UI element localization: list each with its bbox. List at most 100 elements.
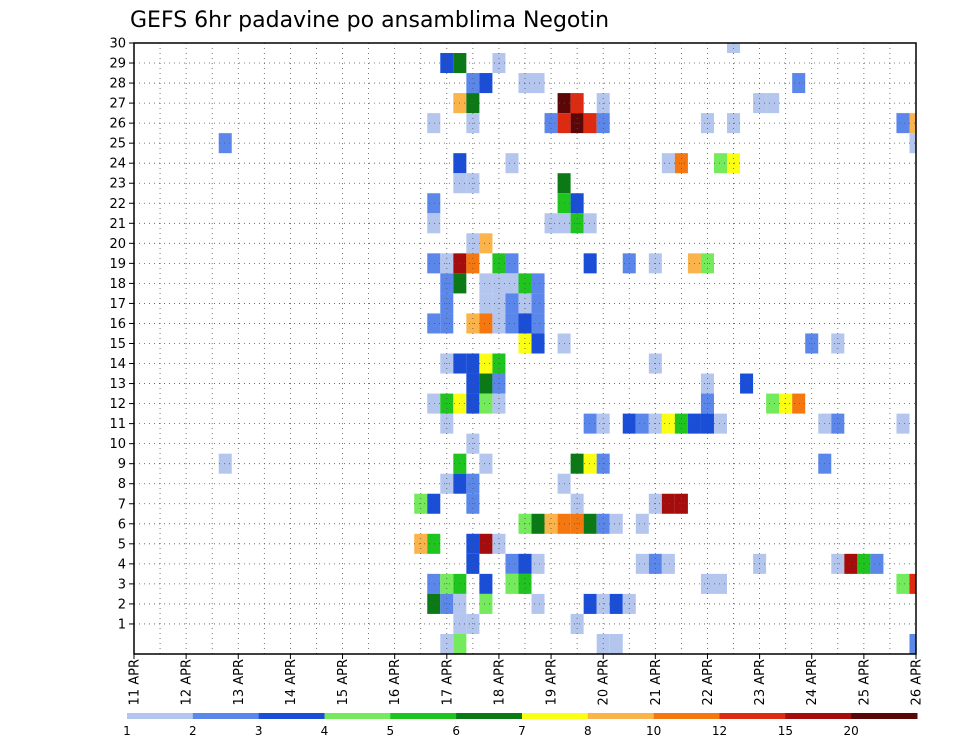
x-tick-label: 14 APR: [284, 659, 299, 705]
legend-label: 7: [518, 724, 526, 738]
legend-swatch: [719, 713, 786, 719]
chart-title: GEFS 6hr padavine po ansamblima Negotin: [130, 8, 609, 33]
legend-label: 10: [646, 724, 661, 738]
precip-cell: [583, 253, 597, 274]
y-tick-label: 12: [109, 397, 126, 412]
precip-cell: [479, 313, 493, 334]
precip-cell: [505, 313, 519, 334]
y-tick-label: 24: [109, 157, 126, 172]
precip-cell: [661, 493, 675, 514]
y-tick-label: 15: [109, 337, 126, 352]
legend-swatch: [851, 713, 918, 719]
precip-cell: [479, 293, 493, 314]
x-tick-label: 23 APR: [753, 659, 768, 705]
y-tick-label: 18: [109, 277, 126, 292]
precip-cell: [479, 373, 493, 394]
legend-swatch: [653, 713, 720, 719]
precip-cell: [531, 73, 545, 94]
legend-swatch: [127, 713, 194, 719]
y-tick-label: 8: [118, 477, 126, 492]
y-tick-label: 19: [109, 257, 126, 272]
precip-cell: [531, 513, 545, 534]
x-tick-label: 13 APR: [232, 659, 247, 705]
precip-cell: [896, 573, 910, 594]
legend-swatch: [258, 713, 325, 719]
legend-swatch: [456, 713, 523, 719]
y-tick-label: 21: [109, 217, 126, 232]
legend-swatch: [522, 713, 589, 719]
precip-cell: [635, 513, 649, 534]
legend-label: 6: [452, 724, 460, 738]
y-tick-label: 30: [109, 37, 126, 52]
y-tick-label: 20: [109, 237, 126, 252]
precip-cell: [427, 193, 441, 214]
legend-swatch: [324, 713, 391, 719]
y-tick-label: 29: [109, 57, 126, 72]
precip-cell: [844, 553, 858, 574]
precip-cell: [583, 113, 597, 134]
precip-cell: [505, 153, 519, 174]
precip-cell: [896, 413, 910, 434]
precip-cell: [609, 513, 623, 534]
precip-cell: [635, 413, 649, 434]
precip-cell: [909, 113, 916, 134]
y-tick-label: 9: [118, 457, 126, 472]
precip-cell: [479, 233, 493, 254]
precip-cell: [505, 553, 519, 574]
precip-cell: [740, 373, 754, 394]
precip-cell: [453, 633, 467, 654]
legend-label: 12: [712, 724, 727, 738]
x-tick-label: 17 APR: [440, 659, 455, 705]
precip-cell: [479, 73, 493, 94]
y-tick-label: 6: [118, 517, 126, 532]
y-tick-label: 25: [109, 137, 126, 152]
legend-swatch: [785, 713, 852, 719]
legend-swatch: [390, 713, 457, 719]
precip-cell: [505, 573, 519, 594]
x-tick-label: 19 APR: [545, 659, 560, 705]
x-axis-ticks: 11 APR 12 APR 13 APR 14 APR 15 APR 16 APR 17 A…: [128, 654, 925, 705]
x-tick-label: 16 APR: [388, 659, 403, 705]
precip-cell: [909, 133, 916, 154]
precip-cell: [427, 213, 441, 234]
precip-cell: [531, 313, 545, 334]
precip-cell: [505, 253, 519, 274]
precip-cell: [909, 573, 916, 594]
precip-cell: [479, 533, 493, 554]
y-tick-label: 17: [109, 297, 126, 312]
precip-cell: [427, 493, 441, 514]
legend-label: 4: [321, 724, 329, 738]
precip-cell: [218, 133, 232, 154]
y-tick-label: 1: [118, 617, 126, 632]
precip-cell: [870, 553, 884, 574]
y-tick-label: 3: [118, 577, 126, 592]
precip-cell: [583, 213, 597, 234]
x-tick-label: 15 APR: [336, 659, 351, 705]
y-tick-label: 28: [109, 77, 126, 92]
precip-cell: [218, 453, 232, 474]
precip-cell: [583, 413, 597, 434]
plot-frame: [133, 42, 917, 655]
y-tick-label: 23: [109, 177, 126, 192]
precip-cell: [792, 73, 806, 94]
legend-label: 8: [584, 724, 592, 738]
precip-cell: [583, 513, 597, 534]
x-tick-label: 21 APR: [649, 659, 664, 705]
x-tick-label: 24 APR: [805, 659, 820, 705]
y-tick-label: 2: [118, 597, 126, 612]
legend-swatch: [587, 713, 655, 719]
y-axis-ticks: 1234567891011121314151617181920212223242…: [109, 37, 134, 632]
color-legend: 1 2 3 4 5 6 7 8 10 12 15 20: [123, 713, 918, 738]
precip-cell: [609, 633, 623, 654]
legend-label: 2: [189, 724, 197, 738]
precip-cell: [635, 553, 649, 574]
precip-cell: [427, 533, 441, 554]
precip-cell: [427, 393, 441, 414]
precip-cell: [479, 393, 493, 414]
precip-cell: [505, 293, 519, 314]
precip-cell: [531, 553, 545, 574]
x-tick-label: 22 APR: [701, 659, 716, 705]
y-tick-label: 11: [109, 417, 126, 432]
y-tick-label: 14: [109, 357, 126, 372]
